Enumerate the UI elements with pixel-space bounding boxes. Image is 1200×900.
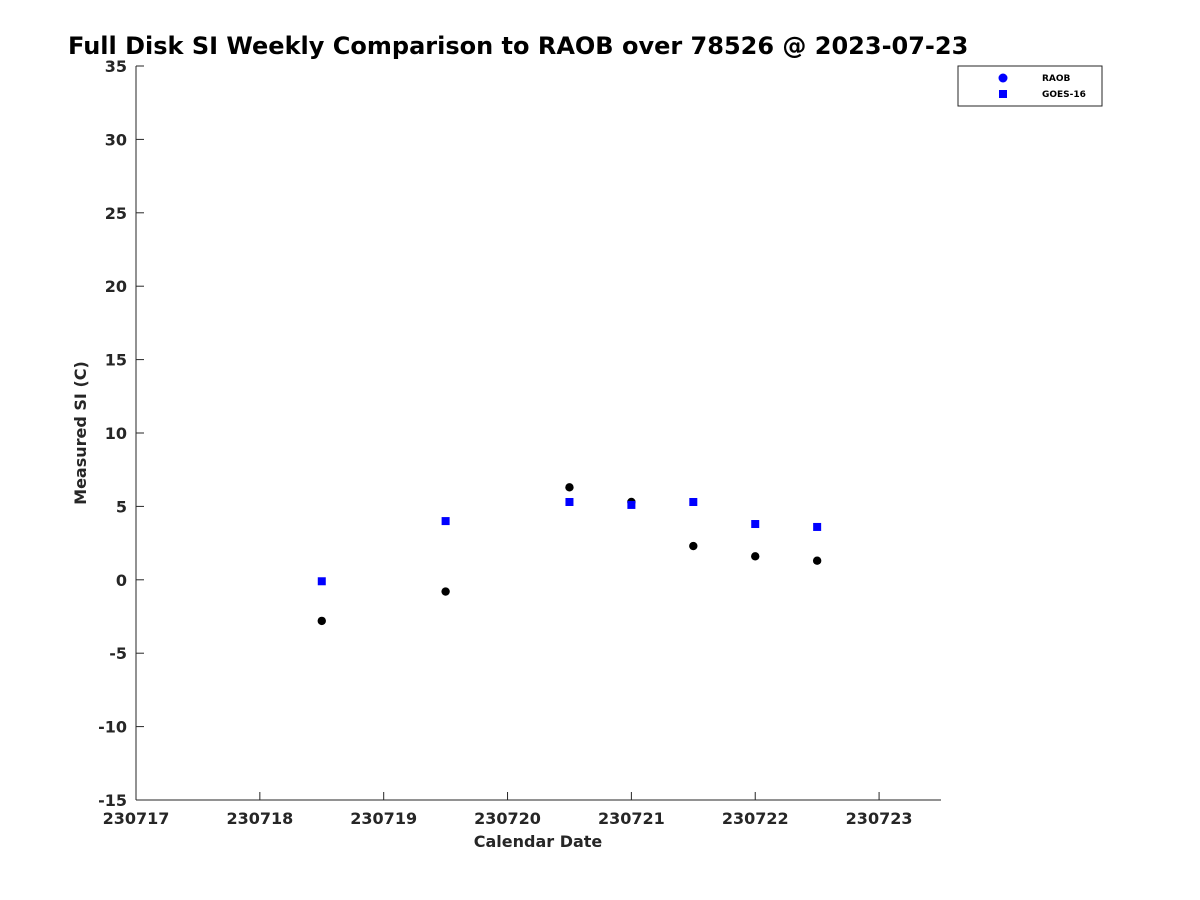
x-tick-label: 230723	[846, 809, 913, 828]
data-markers	[317, 483, 822, 626]
y-tick-label: 15	[105, 351, 127, 370]
y-tick-label: 20	[105, 277, 127, 296]
y-tick-label: 0	[116, 571, 127, 590]
x-tick-label: 230720	[474, 809, 541, 828]
x-ticks: 230717 230718 230719 230720 230721 230722 2307…	[103, 792, 913, 828]
x-tick-label: 230721	[598, 809, 665, 828]
raob-point	[317, 616, 326, 626]
x-tick-label: 230718	[226, 809, 293, 828]
raob-point	[812, 556, 822, 565]
y-tick-label: -15	[98, 791, 127, 810]
goes-16-point	[627, 500, 636, 509]
y-tick-label: 25	[105, 204, 127, 223]
x-tick-label: 230717	[103, 809, 170, 828]
plot-area	[135, 66, 941, 801]
x-axis-label: Calendar Date	[474, 832, 603, 851]
legend-box	[957, 65, 1103, 107]
raob-point	[565, 483, 574, 492]
y-tick-label: 30	[105, 130, 127, 149]
y-tick-label: 5	[116, 497, 127, 516]
y-axis-label: Measured SI (C)	[71, 361, 90, 505]
legend-label-goes-16: GOES-16	[1042, 90, 1086, 100]
y-tick-label: 35	[105, 57, 127, 76]
legend: RAOB GOES-16	[957, 65, 1103, 107]
y-ticks: -15 -10 -5 0 5 10 15 20 25 30 35	[98, 57, 144, 810]
legend-marker-raob	[998, 73, 1008, 83]
legend-label-raob: RAOB	[1042, 74, 1071, 84]
goes-16-point	[317, 577, 326, 586]
raob-point	[689, 541, 698, 551]
y-tick-label: 10	[105, 424, 127, 443]
goes-16-point	[441, 517, 450, 526]
y-tick-label: -10	[98, 718, 127, 737]
goes-16-point	[565, 497, 574, 506]
raob-point	[441, 587, 450, 596]
chart-title: Full Disk SI Weekly Comparison to RAOB o…	[68, 32, 968, 60]
goes-16-point	[813, 522, 822, 531]
y-tick-label: -5	[109, 644, 127, 663]
legend-marker-goes-16	[999, 90, 1007, 98]
raob-point	[751, 552, 760, 561]
x-tick-label: 230722	[722, 809, 789, 828]
goes-16-point	[689, 497, 698, 506]
x-tick-label: 230719	[350, 809, 417, 828]
goes-16-point	[751, 520, 760, 529]
